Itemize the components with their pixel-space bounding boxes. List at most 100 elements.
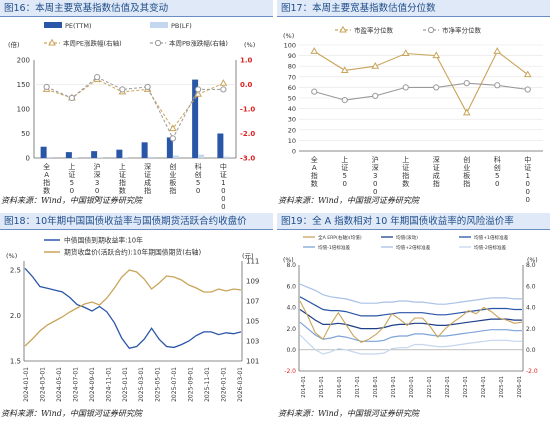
left-tick-label: 2.0 (10, 312, 21, 320)
line-pe-pct (314, 50, 529, 115)
category-label: 中 (220, 162, 227, 171)
bar-pb (198, 154, 205, 158)
y-tick-label: 0 (292, 148, 296, 156)
category-label: 证 (433, 164, 440, 172)
legend-label: 均值(滚动) (396, 234, 418, 241)
category-label: 深 (94, 170, 101, 179)
point-pb-change (144, 83, 151, 91)
point-pb-pct (463, 80, 470, 87)
point-pb-change (195, 86, 202, 93)
category-label: 0 (196, 187, 200, 195)
line-series (299, 309, 522, 330)
y-tick-label: 10 (288, 137, 296, 145)
category-label: 0 (373, 180, 377, 188)
x-tick-label: 2017-01 (355, 376, 361, 398)
legend-pe-change-label: 本周PE涨跌幅(右轴) (63, 39, 122, 48)
x-tick-label: 2024-01 (481, 376, 487, 398)
category-label: 证 (524, 164, 531, 172)
panel-fig19: 图19：全 A 指数相对 10 年期国债收益率的风险溢价率 全A ERP(右轴)… (277, 213, 550, 425)
x-tick-label: 2018-01 (373, 376, 379, 398)
category-label: 指 (402, 171, 409, 180)
legend-futures-label: 期货收盘价(活跃合约):10年期国债期货(右轴) (64, 248, 201, 257)
chart-fig16: PE(TTM) PB(LF) 本周PE涨跌幅(右轴) 本周PB涨跌幅(右轴) (倍) (%… (8, 22, 255, 211)
right-tick-label: 0.0 (240, 81, 253, 89)
bar-pe (192, 79, 199, 158)
point-pe-pct (493, 47, 502, 54)
bar-pb (97, 157, 104, 158)
category-label: 深 (433, 155, 440, 164)
legend-label: 均值+2倍标准差 (396, 244, 431, 251)
right-unit: (元) (242, 252, 254, 260)
category-label: 指 (119, 178, 126, 187)
panel-source: 资料来源：Wind，中国银河证券研究院 (1, 196, 142, 205)
right-tick-label: 2.0 (526, 326, 536, 333)
category-label: 0 (95, 187, 99, 195)
panel-fig18: 图18：10年期中国国债收益率与国债期货活跃合约收盘价 中债国债到期收益率:10… (0, 213, 273, 425)
point-pe-pct (523, 70, 532, 78)
category-label: 成 (144, 178, 151, 187)
right-tick-label: -1.0 (240, 106, 255, 114)
left-tick-label: 4.0 (286, 305, 296, 312)
bar-pe (40, 146, 47, 158)
category-label: A (44, 171, 49, 179)
panel-title: 图19：全 A 指数相对 10 年期国债收益率的风险溢价率 (277, 213, 550, 230)
right-tick-label: 107 (246, 298, 259, 306)
category-label: 科 (494, 155, 501, 164)
category-label: 数 (43, 186, 50, 195)
category-label: 科 (195, 162, 202, 171)
right-tick-label: 0.0 (526, 347, 536, 354)
line-pb-pct (314, 82, 528, 101)
point-pb-pct (524, 86, 531, 93)
left-tick-label: 150 (17, 81, 30, 89)
y-tick-label: 60 (288, 84, 296, 92)
category-label: 中 (524, 155, 531, 164)
bar-pb (122, 157, 129, 158)
point-pb-change (94, 74, 101, 81)
x-tick-label: 2016-01 (337, 376, 343, 398)
panel-title: 图16：本周主要宽基指数估值及其变动 (0, 0, 273, 17)
category-label: 0 (373, 188, 377, 196)
point-pb-change (43, 83, 50, 91)
legend-yield-label: 中债国债到期收益率:10年 (64, 236, 143, 245)
x-tick-label: 2025-01 (499, 376, 505, 398)
legend-pb-label: PB(LF) (171, 22, 192, 30)
legend-pb-change-label: 本周PB涨跌幅(右轴) (169, 39, 228, 48)
bar-pb (147, 156, 154, 158)
panel-source: 资料来源：Wind，中国银河证券研究院 (278, 196, 419, 205)
line-series (299, 321, 522, 342)
left-tick-label: 1.5 (10, 358, 21, 366)
bar-pb (46, 157, 53, 158)
right-tick-label: 8.0 (526, 262, 536, 269)
category-label: 5 (196, 179, 200, 187)
x-tick-label: 2026-01-01 (221, 367, 228, 402)
point-pb-pct (372, 92, 379, 99)
category-label: 证 (119, 171, 126, 179)
bar-pe (65, 152, 72, 158)
category-label: 指 (43, 178, 50, 187)
category-label: 5 (70, 179, 74, 187)
left-tick-label: 200 (17, 57, 30, 65)
category-label: 沪 (94, 162, 101, 171)
left-tick-label: 0.0 (286, 347, 296, 354)
x-tick-label: 2025-03-01 (138, 367, 145, 402)
category-label: A (312, 164, 317, 172)
category-label: 指 (463, 179, 470, 188)
x-tick-label: 2025-09-01 (188, 367, 195, 402)
right-tick-label: 4.0 (526, 305, 536, 312)
x-tick-label: 2024-11-01 (105, 367, 112, 402)
left-tick-label: 50 (21, 130, 30, 138)
point-pe-pct (310, 47, 319, 54)
legend-pe-pct-marker (339, 25, 347, 33)
y-tick-label: 70 (288, 73, 296, 81)
category-label: 指 (169, 186, 176, 195)
category-label: 数 (311, 179, 318, 188)
category-label: 上 (402, 155, 409, 164)
category-label: 1 (526, 172, 530, 180)
y-tick-label: 80 (288, 63, 296, 71)
line-pb-change (46, 76, 224, 140)
x-tick-label: 2021-01 (427, 376, 433, 398)
x-tick-label: 2024-09-01 (89, 367, 96, 402)
panel-fig17: 图17：本周主要宽基指数估值分位数 市盈率分位数 市净率分位数 (%) 0 10 20 30… (277, 0, 550, 212)
category-label: 证 (402, 164, 409, 172)
right-tick-label: 111 (246, 258, 259, 266)
